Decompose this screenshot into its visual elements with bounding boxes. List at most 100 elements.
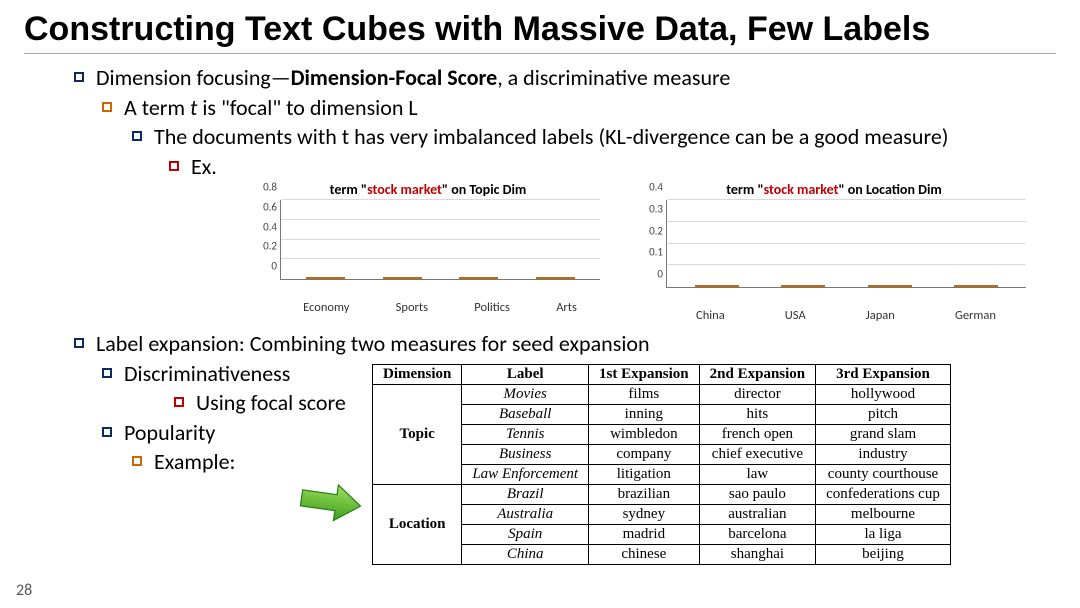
y-tick: 0.6 bbox=[253, 200, 277, 213]
y-tick: 0.3 bbox=[639, 202, 663, 215]
title-underline bbox=[24, 53, 1056, 54]
bar bbox=[459, 277, 498, 279]
bullet-text: A term t is "focal" to dimension L bbox=[124, 94, 418, 122]
bar-slot bbox=[679, 285, 755, 287]
bar bbox=[383, 277, 422, 279]
expansion-cell: law bbox=[699, 465, 815, 485]
label-cell: China bbox=[462, 545, 589, 565]
label-cell: Australia bbox=[462, 505, 589, 525]
bullet-icon bbox=[132, 131, 142, 141]
expansion-cell: australian bbox=[699, 505, 815, 525]
x-label: German bbox=[955, 308, 996, 323]
x-label: Japan bbox=[866, 308, 895, 323]
bar-slot bbox=[369, 277, 436, 279]
expansion-cell: hits bbox=[699, 405, 815, 425]
charts-row: term "stock market" on Topic Dim00.20.40… bbox=[252, 181, 1080, 323]
expansion-cell: director bbox=[699, 385, 815, 405]
y-tick: 0 bbox=[639, 268, 663, 281]
expansion-cell: county courthouse bbox=[816, 465, 951, 485]
bullet-icon bbox=[74, 72, 84, 82]
y-tick: 0.2 bbox=[253, 240, 277, 253]
bullet-dim-focus: Dimension focusing—Dimension-Focal Score… bbox=[74, 64, 1056, 92]
expansion-cell: confederations cup bbox=[816, 485, 951, 505]
x-labels: China USA Japan German bbox=[666, 308, 1026, 323]
chart-axis: 00.20.40.60.8 bbox=[280, 200, 600, 280]
table-header: 1st Expansion bbox=[589, 365, 700, 385]
expansion-cell: la liga bbox=[816, 525, 951, 545]
expansion-cell: films bbox=[589, 385, 700, 405]
table-header-row: DimensionLabel1st Expansion2nd Expansion… bbox=[373, 365, 951, 385]
expansion-cell: brazilian bbox=[589, 485, 700, 505]
x-label: Sports bbox=[396, 300, 428, 315]
table-header: 2nd Expansion bbox=[699, 365, 815, 385]
bullet-text: Popularity bbox=[124, 419, 215, 447]
bullet-kl: The documents with t has very imbalanced… bbox=[132, 123, 1056, 151]
chart-axis: 00.10.20.30.4 bbox=[666, 200, 1026, 288]
txt: , a discriminative measure bbox=[497, 64, 730, 91]
y-tick: 0.4 bbox=[639, 181, 663, 194]
bar-slot bbox=[522, 277, 589, 279]
expansion-cell: french open bbox=[699, 425, 815, 445]
bullet-text: The documents with t has very imbalanced… bbox=[154, 123, 948, 151]
expansion-cell: shanghai bbox=[699, 545, 815, 565]
chart-topic-dim: term "stock market" on Topic Dim00.20.40… bbox=[252, 181, 604, 323]
expansion-cell: beijing bbox=[816, 545, 951, 565]
chart-plot: 00.10.20.30.4 bbox=[638, 200, 1030, 306]
expansion-cell: inning bbox=[589, 405, 700, 425]
bar-slot bbox=[292, 277, 359, 279]
bar-slot bbox=[938, 285, 1014, 287]
x-label: USA bbox=[785, 308, 806, 323]
bullet-text: Label expansion: Combining two measures … bbox=[96, 330, 650, 358]
chart-plot: 00.20.40.60.8 bbox=[252, 200, 604, 298]
slide-title: Constructing Text Cubes with Massive Dat… bbox=[24, 10, 1056, 49]
bullet-icon bbox=[102, 102, 112, 112]
bar bbox=[306, 277, 345, 279]
y-tick: 0.4 bbox=[253, 220, 277, 233]
x-labels: EconomySportsPoliticsArts bbox=[280, 300, 600, 315]
txt: A term bbox=[124, 94, 190, 121]
dimension-cell: Location bbox=[373, 485, 462, 565]
expansion-cell: industry bbox=[816, 445, 951, 465]
x-label: China bbox=[696, 308, 725, 323]
bar bbox=[536, 277, 575, 279]
bar bbox=[868, 285, 912, 287]
expansion-cell: litigation bbox=[589, 465, 700, 485]
bullet-icon bbox=[102, 427, 112, 437]
chart-location-dim: term "stock market" on Location Dim 00.10… bbox=[638, 181, 1030, 323]
x-label: Economy bbox=[303, 300, 349, 315]
expansion-table: DimensionLabel1st Expansion2nd Expansion… bbox=[372, 364, 951, 565]
expansion-cell: chinese bbox=[589, 545, 700, 565]
page-number: 28 bbox=[16, 581, 32, 600]
table-row: LocationBrazilbraziliansao pauloconfeder… bbox=[373, 485, 951, 505]
bullet-term-focal: A term t is "focal" to dimension L bbox=[102, 94, 1056, 122]
bar bbox=[954, 285, 998, 287]
content-area: Dimension focusing—Dimension-Focal Score… bbox=[24, 64, 1056, 476]
expansion-cell: company bbox=[589, 445, 700, 465]
label-cell: Baseball bbox=[462, 405, 589, 425]
bullet-icon bbox=[132, 456, 142, 466]
label-cell: Tennis bbox=[462, 425, 589, 445]
label-cell: Movies bbox=[462, 385, 589, 405]
bullet-text: Dimension focusing—Dimension-Focal Score… bbox=[96, 64, 730, 92]
bullet-icon bbox=[102, 368, 112, 378]
table-header: Label bbox=[462, 365, 589, 385]
bullet-icon bbox=[74, 338, 84, 348]
chart-title: term "stock market" on Location Dim bbox=[638, 181, 1030, 198]
txt-bold: Dimension-Focal Score bbox=[291, 64, 498, 91]
expansion-cell: pitch bbox=[816, 405, 951, 425]
expansion-cell: barcelona bbox=[699, 525, 815, 545]
bullet-text: Example: bbox=[154, 448, 235, 476]
bullet-ex: Ex. bbox=[169, 153, 1056, 181]
expansion-cell: wimbledon bbox=[589, 425, 700, 445]
label-cell: Business bbox=[462, 445, 589, 465]
y-tick: 0 bbox=[253, 260, 277, 273]
bullet-label-expansion: Label expansion: Combining two measures … bbox=[74, 330, 1056, 358]
expansion-cell: hollywood bbox=[816, 385, 951, 405]
expansion-cell: madrid bbox=[589, 525, 700, 545]
bar-slot bbox=[852, 285, 928, 287]
bullet-text: Using focal score bbox=[196, 389, 346, 417]
expansion-cell: chief executive bbox=[699, 445, 815, 465]
label-cell: Law Enforcement bbox=[462, 465, 589, 485]
bullet-icon bbox=[169, 161, 179, 171]
green-arrow-icon bbox=[297, 476, 365, 528]
